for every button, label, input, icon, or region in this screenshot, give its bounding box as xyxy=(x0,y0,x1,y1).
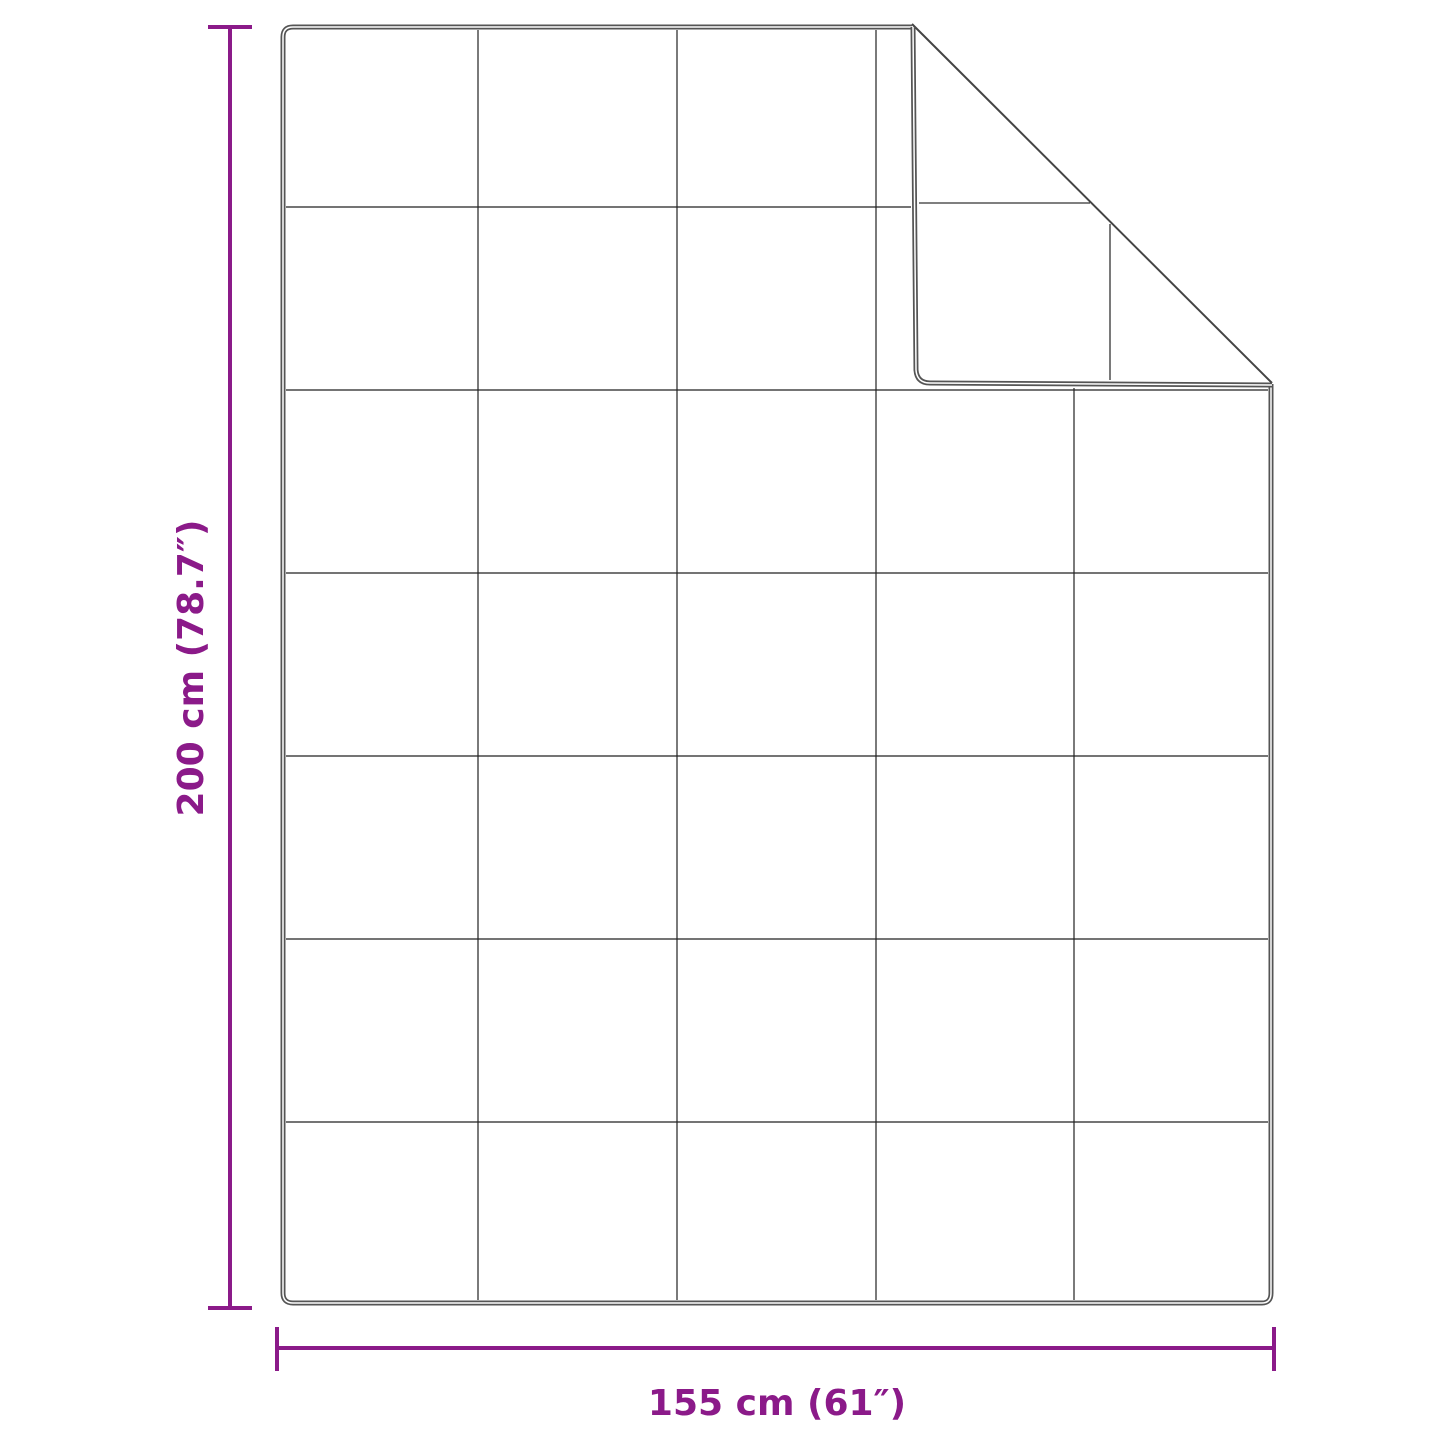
quilt-grid xyxy=(286,30,1268,1300)
blanket-outline xyxy=(280,24,1274,1306)
width-dimension-line xyxy=(275,1327,1276,1371)
width-label: 155 cm (61″) xyxy=(648,1383,906,1424)
height-dimension-line xyxy=(208,25,252,1310)
height-label: 200 cm (78.7″) xyxy=(171,520,212,817)
folded-corner xyxy=(910,23,1273,388)
blanket-outline-inner xyxy=(282,26,1272,1304)
